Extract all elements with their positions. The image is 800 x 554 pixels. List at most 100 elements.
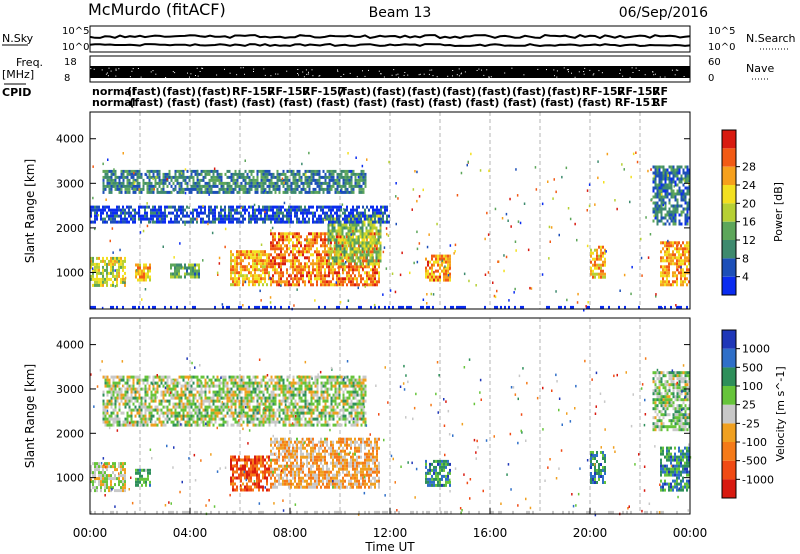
echo-cell: [676, 192, 679, 196]
echo-cell: [347, 226, 350, 230]
echo-cell: [236, 256, 238, 260]
echo-cell: [312, 461, 314, 465]
freq-speckle-dot: [436, 76, 438, 78]
echo-cell: [272, 274, 274, 278]
echo-cell: [379, 241, 382, 245]
echo-cell: [340, 190, 343, 194]
echo-cell: [355, 223, 358, 227]
echo-cell: [304, 247, 306, 251]
echo-cell: [347, 235, 350, 239]
echo-cell: [338, 458, 340, 462]
echo-cell: [300, 452, 302, 456]
echo-cell: [322, 443, 324, 447]
echo-cell: [371, 253, 374, 257]
echo-cell: [102, 208, 104, 212]
echo-cell: [194, 305, 196, 309]
echo-cell: [598, 275, 600, 279]
echo-cell: [676, 280, 678, 284]
echo-cell: [290, 217, 292, 221]
echo-cell: [298, 172, 301, 176]
echo-cell: [284, 235, 286, 239]
echo-cell: [316, 271, 318, 275]
echo-cell: [270, 305, 272, 309]
echo-cell: [652, 177, 655, 181]
echo-cell: [248, 214, 250, 218]
echo-cell: [656, 195, 659, 199]
echo-cell: [397, 197, 399, 200]
echo-cell: [494, 305, 496, 309]
echo-cell: [344, 449, 346, 453]
echo-cell: [379, 247, 382, 251]
echo-cell: [439, 266, 441, 270]
echo-cell: [114, 169, 117, 173]
echo-cell: [141, 468, 143, 472]
echo-cell: [370, 217, 372, 221]
echo-cell: [330, 241, 332, 245]
echo-cell: [406, 305, 408, 309]
echo-cell: [96, 217, 98, 221]
echo-cell: [280, 268, 282, 272]
echo-cell: [120, 208, 122, 212]
echo-cell: [284, 250, 286, 254]
echo-cell: [360, 190, 363, 194]
echo-cell: [126, 178, 129, 182]
echo-cell: [284, 187, 287, 191]
echo-cell: [94, 205, 96, 209]
freq-speckle-dot: [554, 75, 555, 77]
echo-cell: [152, 305, 154, 309]
cpid-label: CPID: [2, 86, 31, 99]
echo-cell: [234, 184, 237, 188]
echo-cell: [146, 187, 149, 191]
echo-cell: [494, 295, 497, 299]
echo-cell: [682, 198, 685, 202]
echo-cell: [550, 226, 553, 229]
echo-cell: [126, 187, 129, 191]
echo-cell: [352, 208, 354, 212]
echo-cell: [204, 172, 207, 176]
echo-cell: [316, 247, 318, 251]
echo-cell: [186, 214, 188, 218]
echo-cell: [384, 211, 386, 215]
echo-cell: [288, 479, 290, 483]
echo-cell: [600, 251, 602, 255]
echo-cell: [137, 272, 140, 276]
echo-cell: [143, 468, 145, 472]
echo-cell: [252, 482, 254, 486]
echo-cell: [272, 217, 274, 221]
freq-speckle-dot: [312, 75, 314, 77]
echo-cell: [139, 231, 142, 234]
echo-cell: [122, 208, 124, 212]
echo-cell: [674, 253, 676, 257]
echo-cell: [184, 181, 187, 185]
echo-cell: [324, 437, 326, 441]
echo-cell: [240, 262, 242, 266]
echo-cell: [112, 271, 114, 275]
echo-cell: [280, 235, 282, 239]
echo-cell: [664, 180, 667, 184]
echo-cell: [376, 280, 378, 284]
echo-cell: [373, 250, 376, 254]
echo-cell: [368, 283, 370, 287]
echo-cell: [672, 189, 675, 193]
echo-cell: [365, 256, 368, 260]
echo-cell: [242, 172, 245, 176]
echo-cell: [630, 175, 632, 179]
echo-cell: [322, 458, 324, 462]
echo-cell: [143, 278, 145, 282]
echo-cell: [516, 194, 519, 197]
echo-cell: [308, 277, 310, 281]
echo-cell: [194, 217, 196, 221]
echo-cell: [330, 455, 332, 459]
echo-cell: [90, 471, 92, 475]
echo-cell: [684, 222, 687, 226]
echo-cell: [266, 172, 269, 176]
echo-cell: [286, 238, 288, 242]
echo-cell: [92, 305, 94, 309]
echo-cell: [352, 455, 354, 459]
echo-cell: [558, 305, 560, 309]
echo-cell: [676, 277, 678, 281]
echo-cell: [138, 217, 140, 221]
echo-cell: [352, 214, 354, 218]
echo-cell: [682, 207, 685, 211]
echo-cell: [298, 440, 300, 444]
